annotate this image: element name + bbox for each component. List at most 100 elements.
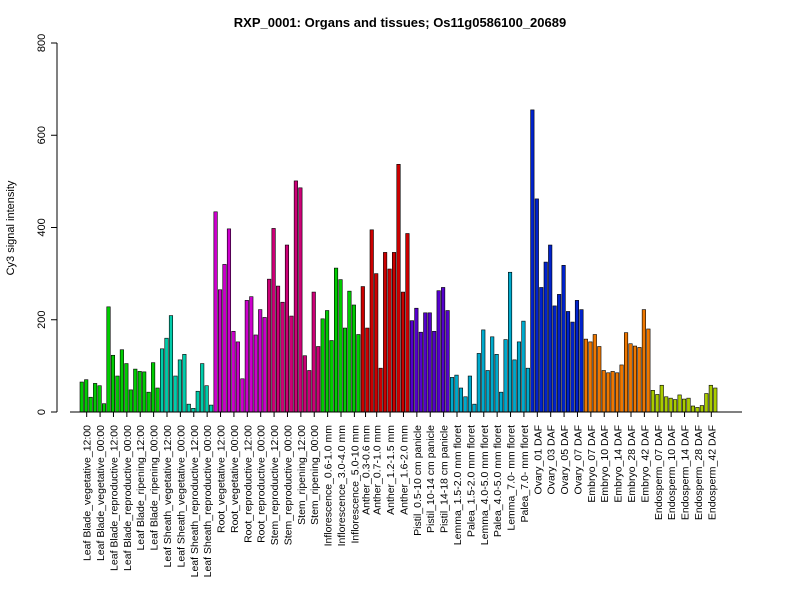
- bar: [641, 309, 646, 413]
- bar: [624, 332, 629, 413]
- bar: [106, 306, 111, 413]
- bar: [454, 374, 459, 413]
- bar: [516, 341, 522, 413]
- bar: [494, 354, 499, 413]
- bar: [124, 363, 129, 413]
- bar: [601, 370, 606, 413]
- bar: [262, 317, 267, 413]
- bar: [316, 346, 321, 413]
- x-tick-label: Embryo_14 DAF: [613, 425, 625, 503]
- x-tick-label: Root_reproductive_00:00: [256, 425, 268, 543]
- bar: [280, 301, 285, 413]
- bar: [458, 387, 464, 413]
- x-tick-label: Embryo_07 DAF: [586, 425, 598, 503]
- bar: [637, 347, 642, 413]
- bar: [128, 389, 133, 413]
- bar: [574, 300, 580, 413]
- bar: [659, 384, 664, 413]
- x-tick-label: Endosperm_07 DAF: [653, 425, 665, 520]
- bar: [93, 383, 98, 413]
- bar: [521, 320, 526, 413]
- x-tick-label: Embryo_42 DAF: [639, 425, 651, 503]
- bar: [191, 408, 196, 413]
- x-tick-label: Stem_reproductive_12:00: [269, 425, 281, 545]
- bar: [271, 228, 276, 413]
- bar: [414, 307, 419, 413]
- x-tick-label: Inflorescence_3.0-4.0 mm: [336, 425, 348, 547]
- bar: [583, 338, 588, 413]
- bar: [570, 321, 575, 413]
- x-tick-label: Pistil_10-14 cm panicle: [425, 425, 437, 533]
- bar: [655, 394, 660, 413]
- bar: [445, 310, 450, 413]
- bar: [677, 394, 682, 413]
- bar: [579, 309, 584, 413]
- bar: [204, 385, 209, 413]
- x-tick-label: Endosperm_14 DAF: [680, 425, 692, 520]
- bar: [173, 375, 178, 413]
- bar: [490, 336, 495, 413]
- bar: [356, 334, 361, 413]
- bar: [244, 300, 249, 413]
- bar: [293, 180, 298, 413]
- x-tick-label: Stem_ripening_00:00: [309, 425, 321, 525]
- x-tick-label: Leaf Blade_reproductive_00:00: [122, 425, 134, 571]
- bar: [588, 341, 593, 413]
- bar: [392, 252, 397, 413]
- bar: [552, 305, 557, 413]
- x-tick-label: Root_reproductive_12:00: [242, 425, 254, 543]
- bar: [686, 397, 691, 413]
- x-tick-label: Ovary_07 DAF: [572, 425, 584, 494]
- bar: [338, 279, 343, 413]
- x-tick-label: Inflorescence_0.6-1.0 mm: [323, 425, 335, 547]
- bar: [695, 407, 700, 413]
- bar: [387, 268, 392, 413]
- bar: [360, 286, 365, 413]
- bar: [351, 304, 356, 413]
- x-tick-label: Palea_4.0-5.0 mm floret: [492, 425, 504, 537]
- bar: [472, 403, 477, 413]
- bar: [383, 252, 388, 413]
- bar: [249, 296, 254, 413]
- y-tick-label: 800: [36, 34, 48, 52]
- x-tick-label: Lemma_4.0-5.0 mm floret: [479, 425, 491, 545]
- bar: [548, 244, 553, 413]
- x-tick-label: Inflorescence_5.0-10 mm: [349, 425, 361, 544]
- bar: [235, 341, 240, 413]
- bar: [646, 328, 651, 413]
- bar: [396, 164, 401, 413]
- x-tick-label: Leaf Sheath_reproductive_00:00: [202, 425, 214, 578]
- bar: [79, 381, 84, 413]
- bar: [400, 291, 406, 413]
- bar: [168, 315, 174, 413]
- bar: [151, 362, 156, 413]
- x-tick-label: Leaf Blade_ripening_12:00: [135, 425, 147, 551]
- x-tick-label: Leaf Blade_reproductive_12:00: [108, 425, 120, 571]
- y-tick-label: 200: [36, 311, 48, 329]
- bar: [619, 364, 624, 413]
- bar: [690, 405, 696, 413]
- x-tick-label: Leaf Blade_vegetative_12:00: [82, 425, 94, 561]
- bar: [240, 378, 245, 413]
- x-tick-label: Ovary_05 DAF: [559, 425, 571, 494]
- bar: [699, 405, 704, 413]
- bar: [566, 311, 571, 413]
- x-tick-label: Leaf Blade_ripening_00:00: [149, 425, 161, 551]
- bar: [534, 198, 539, 413]
- bar: [320, 318, 325, 413]
- bar: [450, 377, 455, 413]
- bar: [441, 287, 446, 413]
- x-tick-label: Stem_reproductive_00:00: [282, 425, 294, 545]
- bar: [231, 330, 236, 413]
- y-tick-label: 400: [36, 218, 48, 236]
- bar: [102, 403, 107, 413]
- x-tick-label: Anther_1.6-2.0 mm: [398, 425, 410, 515]
- bar: [610, 371, 615, 413]
- bar: [155, 387, 160, 413]
- bar: [628, 343, 633, 413]
- bar: [334, 267, 339, 413]
- bar: [164, 337, 169, 413]
- bar: [557, 294, 562, 413]
- bar: [213, 211, 218, 413]
- x-tick-label: Endosperm_42 DAF: [706, 425, 718, 520]
